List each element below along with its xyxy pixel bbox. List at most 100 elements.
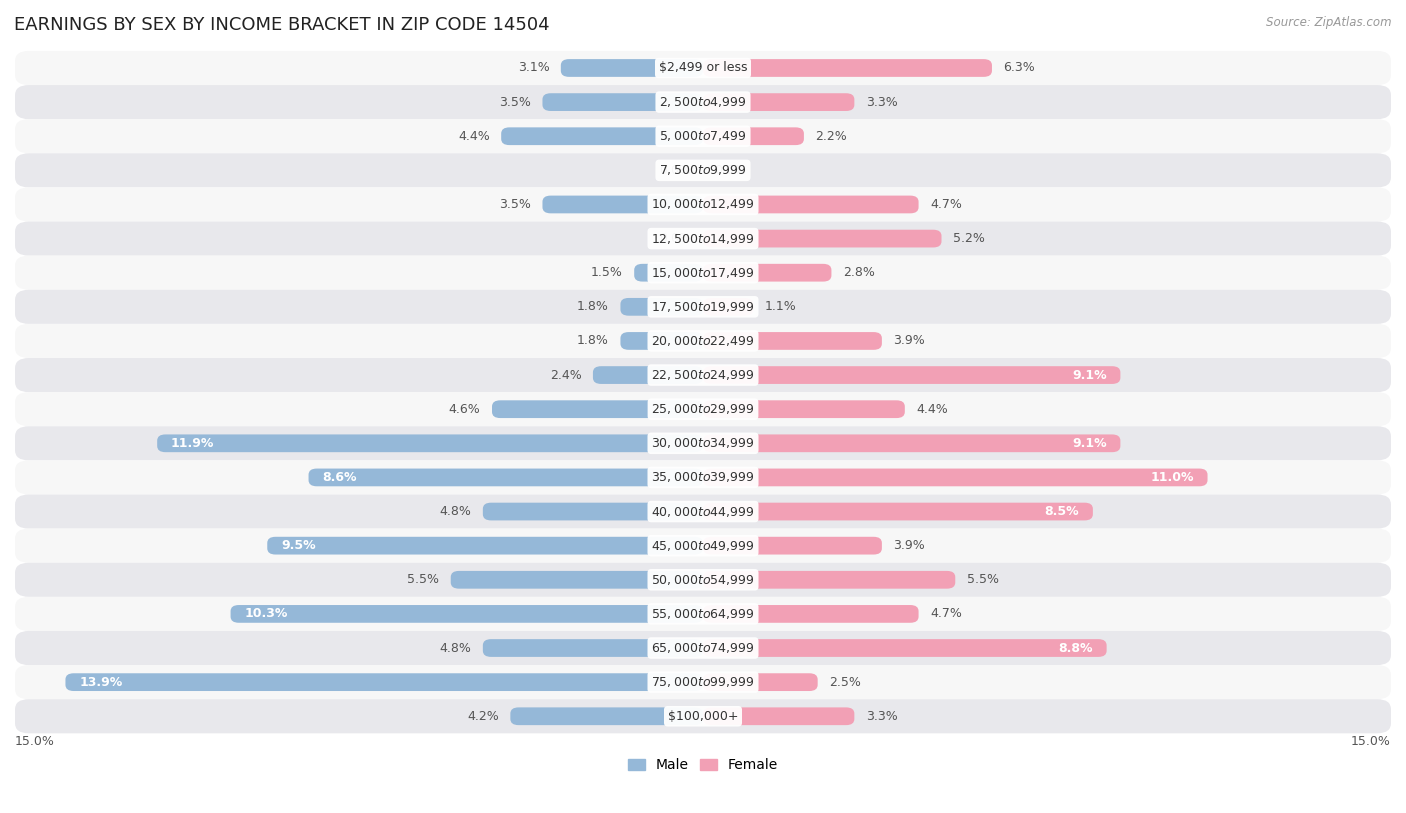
FancyBboxPatch shape [620, 332, 703, 350]
Text: 3.5%: 3.5% [499, 96, 531, 109]
FancyBboxPatch shape [15, 289, 1391, 324]
Text: 9.1%: 9.1% [1071, 368, 1107, 381]
Text: 1.8%: 1.8% [576, 334, 609, 347]
Text: $12,500 to $14,999: $12,500 to $14,999 [651, 232, 755, 246]
Text: 2.4%: 2.4% [550, 368, 582, 381]
FancyBboxPatch shape [703, 537, 882, 554]
Text: 4.4%: 4.4% [458, 130, 489, 143]
Text: 0.0%: 0.0% [659, 164, 692, 177]
FancyBboxPatch shape [15, 154, 1391, 188]
Text: 3.3%: 3.3% [866, 96, 897, 109]
Text: 3.3%: 3.3% [866, 710, 897, 723]
Text: 4.8%: 4.8% [440, 641, 471, 654]
Text: 4.2%: 4.2% [467, 710, 499, 723]
FancyBboxPatch shape [15, 221, 1391, 255]
FancyBboxPatch shape [15, 85, 1391, 120]
FancyBboxPatch shape [703, 571, 955, 589]
FancyBboxPatch shape [482, 639, 703, 657]
Text: 3.5%: 3.5% [499, 198, 531, 211]
FancyBboxPatch shape [15, 324, 1391, 358]
Text: 0.0%: 0.0% [659, 232, 692, 245]
FancyBboxPatch shape [703, 59, 993, 77]
Text: 8.5%: 8.5% [1045, 505, 1080, 518]
Text: 2.8%: 2.8% [842, 266, 875, 279]
FancyBboxPatch shape [543, 196, 703, 213]
Text: 15.0%: 15.0% [15, 735, 55, 748]
FancyBboxPatch shape [703, 639, 1107, 657]
Text: 1.1%: 1.1% [765, 300, 797, 313]
FancyBboxPatch shape [703, 93, 855, 111]
Text: 0.0%: 0.0% [714, 164, 747, 177]
Text: 3.9%: 3.9% [893, 539, 925, 552]
Text: $15,000 to $17,499: $15,000 to $17,499 [651, 266, 755, 280]
FancyBboxPatch shape [703, 502, 1092, 520]
FancyBboxPatch shape [15, 426, 1391, 460]
Text: $65,000 to $74,999: $65,000 to $74,999 [651, 641, 755, 655]
Text: 9.5%: 9.5% [281, 539, 316, 552]
FancyBboxPatch shape [15, 665, 1391, 699]
FancyBboxPatch shape [703, 673, 818, 691]
FancyBboxPatch shape [15, 631, 1391, 665]
FancyBboxPatch shape [703, 434, 1121, 452]
FancyBboxPatch shape [703, 605, 918, 623]
Text: $2,499 or less: $2,499 or less [659, 62, 747, 75]
Text: $22,500 to $24,999: $22,500 to $24,999 [651, 368, 755, 382]
Text: $5,000 to $7,499: $5,000 to $7,499 [659, 129, 747, 143]
Text: 4.7%: 4.7% [929, 607, 962, 620]
FancyBboxPatch shape [620, 298, 703, 315]
FancyBboxPatch shape [15, 255, 1391, 289]
FancyBboxPatch shape [703, 366, 1121, 384]
FancyBboxPatch shape [501, 128, 703, 145]
FancyBboxPatch shape [231, 605, 703, 623]
Text: 1.5%: 1.5% [591, 266, 623, 279]
Text: $30,000 to $34,999: $30,000 to $34,999 [651, 437, 755, 450]
FancyBboxPatch shape [451, 571, 703, 589]
FancyBboxPatch shape [703, 264, 831, 281]
Text: 10.3%: 10.3% [245, 607, 288, 620]
FancyBboxPatch shape [15, 528, 1391, 563]
FancyBboxPatch shape [703, 128, 804, 145]
Text: 13.9%: 13.9% [79, 676, 122, 689]
FancyBboxPatch shape [15, 494, 1391, 528]
FancyBboxPatch shape [267, 537, 703, 554]
FancyBboxPatch shape [15, 597, 1391, 631]
FancyBboxPatch shape [703, 707, 855, 725]
Text: 1.8%: 1.8% [576, 300, 609, 313]
Text: $35,000 to $39,999: $35,000 to $39,999 [651, 471, 755, 485]
Text: 8.6%: 8.6% [322, 471, 357, 484]
Text: 2.2%: 2.2% [815, 130, 848, 143]
FancyBboxPatch shape [157, 434, 703, 452]
Text: 6.3%: 6.3% [1004, 62, 1035, 75]
Text: $40,000 to $44,999: $40,000 to $44,999 [651, 505, 755, 519]
FancyBboxPatch shape [703, 332, 882, 350]
Text: EARNINGS BY SEX BY INCOME BRACKET IN ZIP CODE 14504: EARNINGS BY SEX BY INCOME BRACKET IN ZIP… [14, 16, 550, 34]
FancyBboxPatch shape [703, 230, 942, 247]
Text: 4.6%: 4.6% [449, 402, 481, 415]
Text: $17,500 to $19,999: $17,500 to $19,999 [651, 300, 755, 314]
Text: 11.9%: 11.9% [172, 437, 214, 450]
FancyBboxPatch shape [15, 460, 1391, 494]
Text: $2,500 to $4,999: $2,500 to $4,999 [659, 95, 747, 109]
FancyBboxPatch shape [482, 502, 703, 520]
Text: 3.1%: 3.1% [517, 62, 550, 75]
Text: 8.8%: 8.8% [1059, 641, 1092, 654]
FancyBboxPatch shape [308, 468, 703, 486]
FancyBboxPatch shape [510, 707, 703, 725]
Text: Source: ZipAtlas.com: Source: ZipAtlas.com [1267, 16, 1392, 29]
Text: $10,000 to $12,499: $10,000 to $12,499 [651, 198, 755, 211]
Text: 5.5%: 5.5% [408, 573, 439, 586]
FancyBboxPatch shape [492, 400, 703, 418]
Text: 11.0%: 11.0% [1150, 471, 1194, 484]
FancyBboxPatch shape [15, 392, 1391, 426]
Text: $50,000 to $54,999: $50,000 to $54,999 [651, 573, 755, 587]
Text: $7,500 to $9,999: $7,500 to $9,999 [659, 163, 747, 177]
Text: $55,000 to $64,999: $55,000 to $64,999 [651, 606, 755, 621]
Text: 15.0%: 15.0% [1351, 735, 1391, 748]
FancyBboxPatch shape [15, 188, 1391, 221]
Text: 4.8%: 4.8% [440, 505, 471, 518]
FancyBboxPatch shape [703, 298, 754, 315]
Text: $45,000 to $49,999: $45,000 to $49,999 [651, 539, 755, 553]
FancyBboxPatch shape [66, 673, 703, 691]
FancyBboxPatch shape [15, 563, 1391, 597]
Text: 2.5%: 2.5% [830, 676, 860, 689]
